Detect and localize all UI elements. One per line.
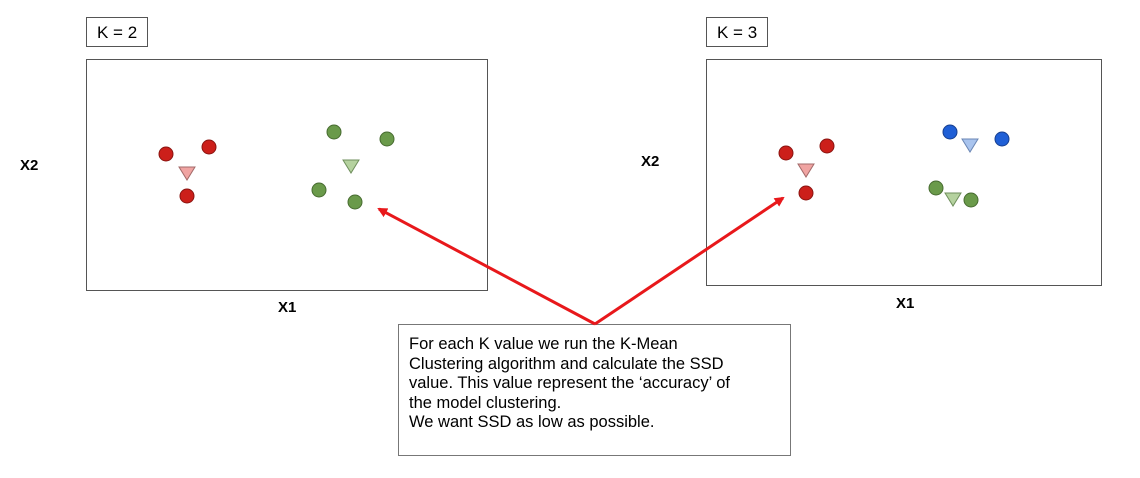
- k3-x-axis-label: X1: [896, 295, 915, 312]
- explanation-note: For each K value we run the K-Mean Clust…: [398, 324, 791, 456]
- k3-y-axis-label: X2: [641, 153, 660, 170]
- k2-plot-frame: [86, 59, 488, 291]
- k2-label: K = 2: [86, 17, 149, 47]
- k3-label: K = 3: [706, 17, 769, 47]
- k2-y-axis-label: X2: [20, 157, 39, 174]
- k2-x-axis-label: X1: [278, 299, 297, 316]
- k3-plot-frame: [706, 59, 1102, 286]
